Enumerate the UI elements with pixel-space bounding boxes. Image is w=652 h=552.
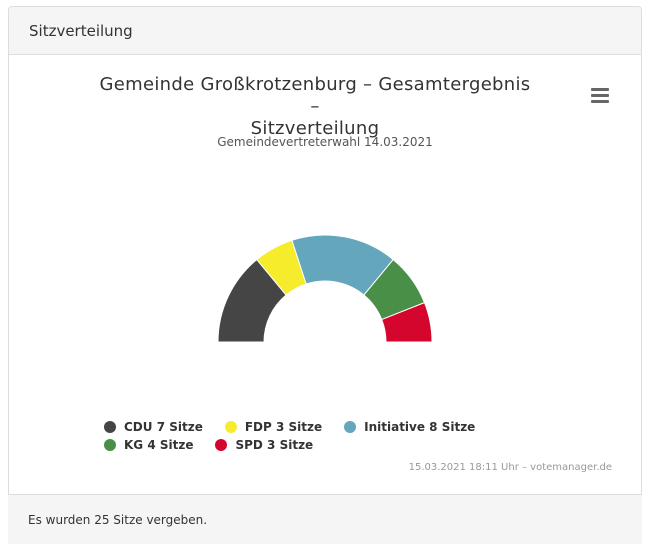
chart-title-line-2: Sitzverteilung xyxy=(250,118,380,139)
legend-label: SPD 3 Sitze xyxy=(235,438,314,452)
legend-marker-icon xyxy=(224,421,237,433)
legend-marker-icon xyxy=(104,421,116,433)
legend-item-cdu[interactable]: CDU 7 Sitze xyxy=(104,418,203,436)
chart-subtitle: Gemeindevertreterwahl 14.03.2021 xyxy=(217,135,433,149)
legend-label: CDU 7 Sitze xyxy=(124,420,203,434)
chart-credits[interactable]: 15.03.2021 18:11 Uhr – votemanager.de xyxy=(408,462,612,473)
legend-marker-icon xyxy=(344,421,357,433)
legend-item-initiative[interactable]: Initiative 8 Sitze xyxy=(344,418,475,436)
legend-marker-icon xyxy=(104,439,116,451)
chart-title-line-1: Gemeinde Großkrotzenburg – Gesamtergebni… xyxy=(99,74,531,117)
legend-item-fdp[interactable]: FDP 3 Sitze xyxy=(224,418,323,436)
legend-label: Initiative 8 Sitze xyxy=(364,420,476,434)
slice-spd[interactable] xyxy=(381,301,433,343)
hamburger-menu-icon xyxy=(591,88,609,103)
legend-label: KG 4 Sitze xyxy=(124,438,194,452)
seat-distribution-panel: Sitzverteilung xyxy=(8,6,642,544)
legend-marker-icon xyxy=(215,439,228,451)
legend-item-spd[interactable]: SPD 3 Sitze xyxy=(215,436,313,454)
chart-legend: CDU 7 Sitze FDP 3 Sitze Initiative 8 Sitze… xyxy=(104,418,574,454)
chart-title: Gemeinde Großkrotzenburg – Gesamtergebni… xyxy=(95,74,535,140)
chart-menu-button[interactable] xyxy=(591,88,609,104)
legend-item-kg[interactable]: KG 4 Sitze xyxy=(104,436,193,454)
legend-label: FDP 3 Sitze xyxy=(244,420,323,434)
panel-heading: Sitzverteilung xyxy=(9,7,641,55)
